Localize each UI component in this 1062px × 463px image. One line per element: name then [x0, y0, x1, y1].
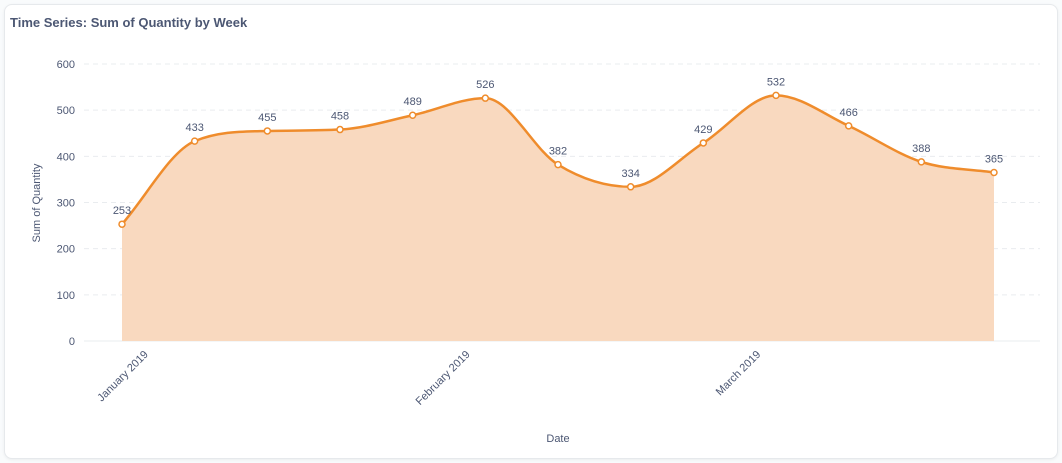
- y-axis-ticks: 0 100 200 300 400 500 600: [57, 59, 75, 348]
- data-label: 458: [331, 111, 349, 123]
- area-fill: [122, 95, 994, 341]
- data-label: 334: [621, 168, 639, 180]
- data-point: [990, 168, 998, 177]
- data-label: 532: [767, 76, 785, 88]
- data-label: 489: [403, 96, 421, 108]
- y-tick-label: 300: [57, 198, 75, 210]
- data-point: [190, 137, 199, 145]
- data-point: [844, 122, 853, 130]
- y-tick-label: 0: [69, 336, 75, 348]
- data-point: [118, 220, 126, 228]
- data-points: [118, 91, 998, 228]
- data-point: [263, 127, 272, 135]
- data-point: [336, 125, 344, 134]
- x-axis-title: Date: [546, 433, 569, 445]
- y-tick-label: 400: [57, 151, 75, 163]
- x-tick-label: January 2019: [95, 349, 151, 405]
- data-label: 388: [912, 143, 930, 155]
- data-label: 429: [694, 124, 712, 136]
- data-label: 365: [985, 153, 1003, 165]
- y-tick-label: 600: [57, 59, 75, 71]
- y-tick-label: 100: [57, 290, 75, 302]
- data-point: [408, 111, 417, 119]
- data-point: [626, 183, 635, 191]
- data-point: [699, 139, 708, 147]
- x-tick-label: March 2019: [714, 349, 764, 399]
- chart-title[interactable]: Time Series: Sum of Quantity by Week: [10, 15, 248, 30]
- y-tick-label: 500: [57, 105, 75, 117]
- x-axis-ticks: January 2019 February 2019 March 2019: [95, 349, 763, 408]
- data-label: 382: [549, 146, 567, 158]
- data-labels: 253 433 455 458 489 526 382 334 429 532 466 388 365: [113, 76, 1003, 217]
- x-tick-label: February 2019: [414, 349, 473, 408]
- y-tick-label: 200: [57, 244, 75, 256]
- data-label: 466: [839, 107, 857, 119]
- data-point: [772, 91, 780, 100]
- data-label: 455: [258, 112, 276, 124]
- data-point: [481, 94, 490, 102]
- data-label: 526: [476, 79, 494, 91]
- data-label: 433: [185, 122, 203, 134]
- y-axis-title: Sum of Quantity: [31, 163, 43, 242]
- data-point: [917, 158, 926, 166]
- data-label: 253: [113, 205, 131, 217]
- data-point: [554, 160, 562, 169]
